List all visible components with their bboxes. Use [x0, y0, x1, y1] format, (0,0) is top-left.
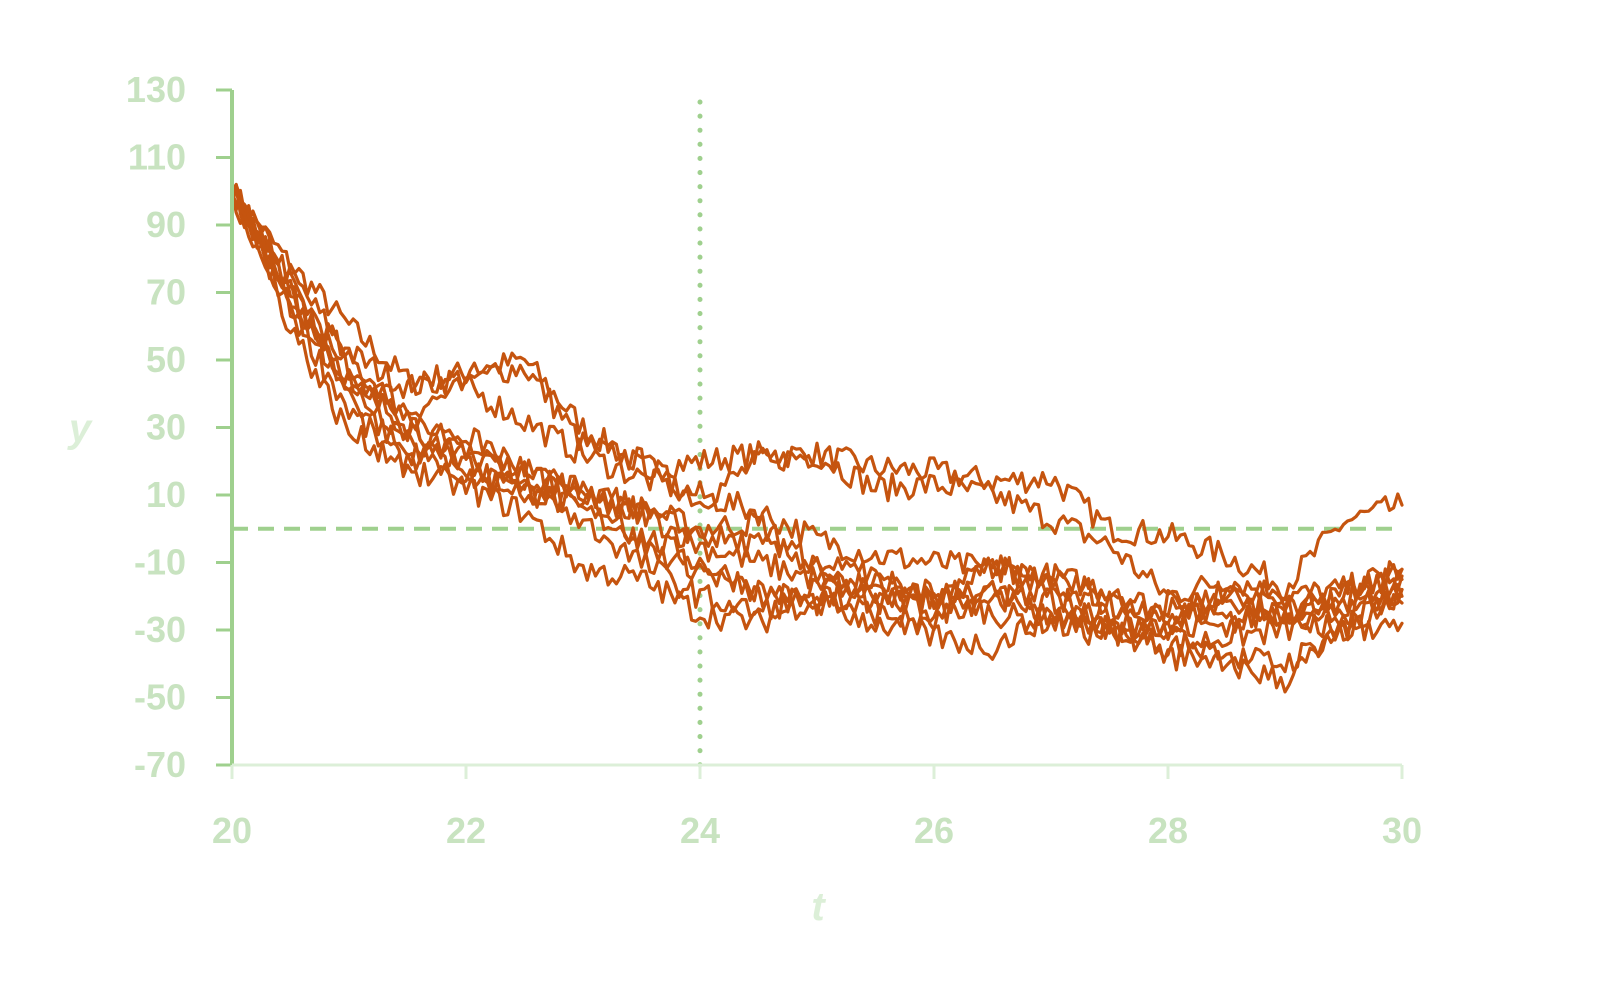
x-tick-label: 30	[1382, 810, 1422, 851]
y-tick-label: 10	[146, 474, 186, 515]
y-tick-label: 130	[126, 69, 186, 110]
series-line-10	[230, 189, 1404, 644]
y-tick-label: -10	[134, 542, 186, 583]
x-tick-label: 22	[446, 810, 486, 851]
series-group	[230, 182, 1404, 694]
x-tick-label: 26	[914, 810, 954, 851]
y-axis-title: y	[67, 407, 93, 451]
series-line-1	[230, 188, 1404, 602]
y-tick-label: -50	[134, 677, 186, 718]
series-line-8	[230, 186, 1404, 661]
x-axis-title: t	[811, 885, 826, 929]
y-tick-label: -30	[134, 609, 186, 650]
x-tick-label: 28	[1148, 810, 1188, 851]
y-tick-label: 50	[146, 339, 186, 380]
x-axis-ticks: 20 22 24 26 28 30	[212, 765, 1422, 851]
series-line-9	[230, 189, 1404, 623]
y-tick-label: 90	[146, 204, 186, 245]
x-tick-label: 24	[680, 810, 720, 851]
y-tick-label: 30	[146, 407, 186, 448]
y-tick-label: 70	[146, 272, 186, 313]
series-line-2	[230, 182, 1404, 606]
y-tick-label: 110	[128, 137, 186, 178]
y-axis-ticks: 130 110 90 70 50 30 10 -10 -30 -50 -70	[126, 69, 232, 785]
reference-lines	[232, 99, 1402, 768]
series-line-4	[230, 189, 1404, 646]
y-tick-label: -70	[134, 744, 186, 785]
series-line-7	[230, 187, 1404, 674]
x-tick-label: 20	[212, 810, 252, 851]
